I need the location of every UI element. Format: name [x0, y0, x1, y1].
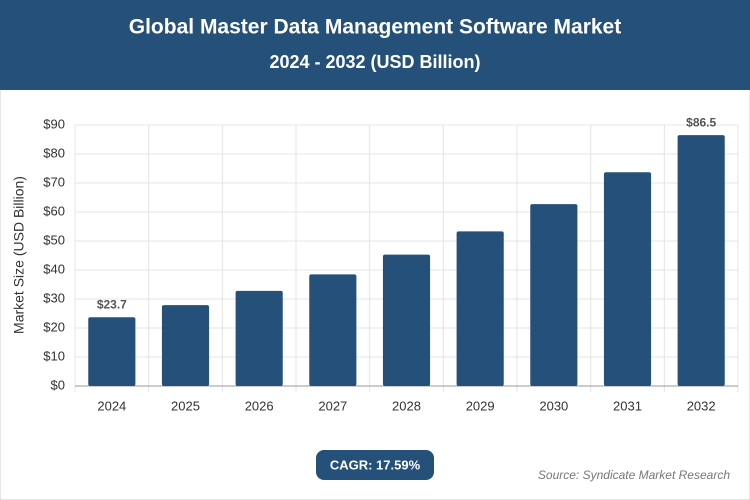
y-tick-label: $10 [43, 348, 65, 363]
y-tick-label: $80 [43, 145, 65, 160]
y-tick-label: $20 [43, 319, 65, 334]
x-tick-label: 2024 [97, 398, 126, 413]
y-tick-label: $60 [43, 203, 65, 218]
chart-title: Global Master Data Management Software M… [129, 16, 621, 39]
y-tick-label: $50 [43, 232, 65, 247]
bar [603, 172, 652, 386]
y-tick-label: $70 [43, 174, 65, 189]
x-tick-label: 2027 [318, 398, 347, 413]
cagr-badge [316, 450, 434, 480]
x-tick-label: 2026 [245, 398, 274, 413]
y-tick-label: $30 [43, 290, 65, 305]
header [0, 0, 750, 90]
source: Source: Syndicate Market Research [538, 468, 730, 482]
y-tick-label: $0 [51, 377, 65, 392]
bar [530, 204, 578, 386]
y-axis-label: Market Size (USD Billion) [11, 176, 27, 334]
chart-subtitle: 2024 - 2032 (USD Billion) [269, 52, 480, 72]
bar [235, 290, 283, 386]
y-tick-label: $40 [43, 261, 65, 276]
cagr-text: CAGR: 17.59% [330, 457, 421, 472]
bar [456, 231, 504, 386]
value-label: $23.7 [97, 297, 127, 311]
bar [88, 317, 136, 386]
x-tick-label: 2032 [687, 398, 716, 413]
bar [677, 135, 725, 386]
bar [309, 274, 357, 386]
bar [382, 254, 431, 386]
x-tick-label: 2029 [466, 398, 495, 413]
bar [161, 305, 210, 386]
value-label: $86.5 [686, 115, 716, 129]
x-tick-label: 2025 [171, 398, 200, 413]
x-tick-label: 2030 [539, 398, 568, 413]
y-tick-label: $90 [43, 116, 65, 131]
x-tick-label: 2031 [613, 398, 642, 413]
x-tick-label: 2028 [392, 398, 421, 413]
